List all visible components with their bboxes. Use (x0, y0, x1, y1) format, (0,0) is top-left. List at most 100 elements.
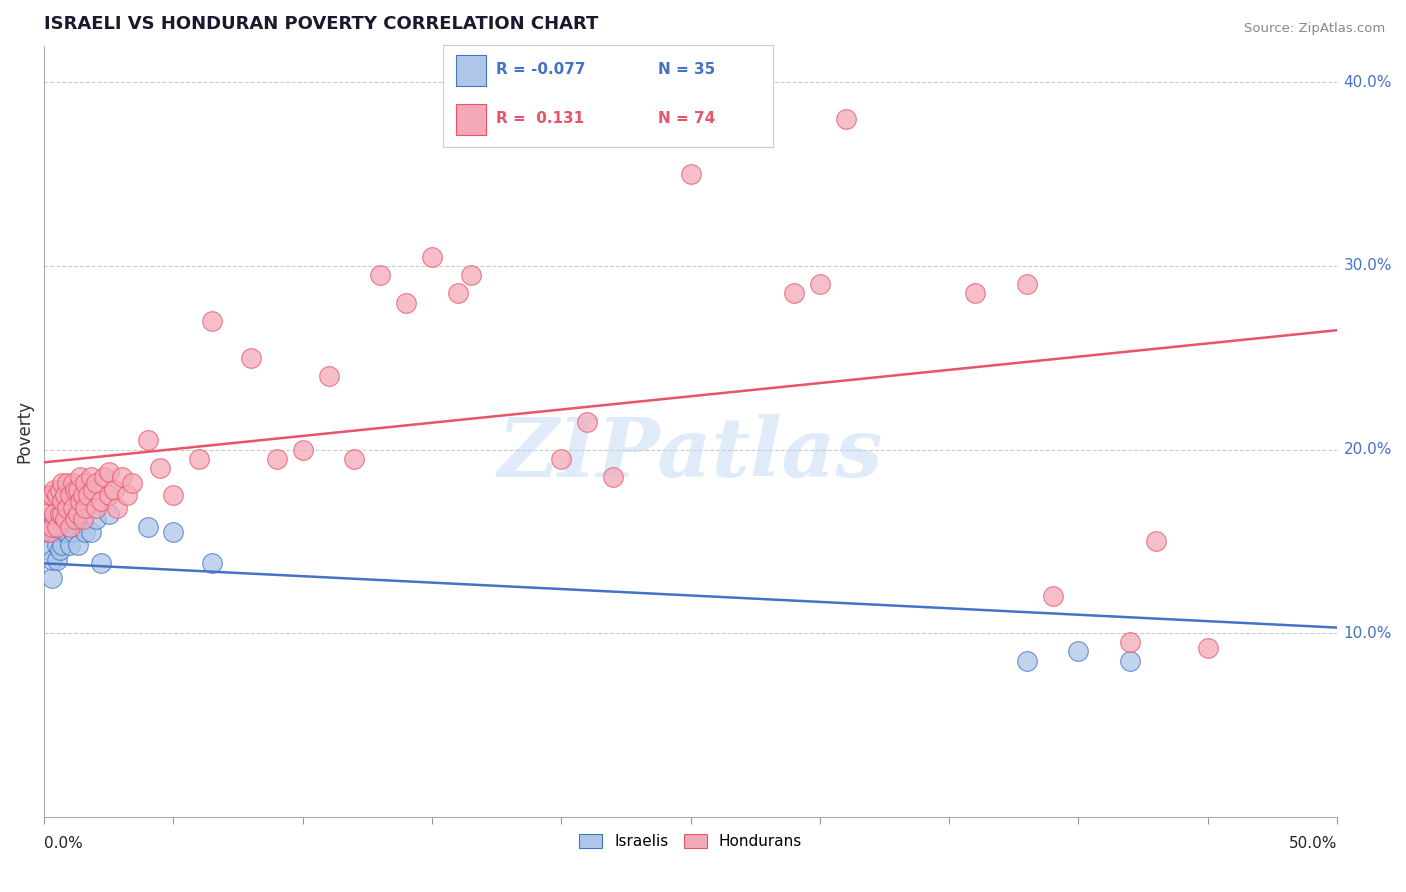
Point (51, 507, 73, 521)
Point (679, 167, 702, 181)
Text: 40.0%: 40.0% (1344, 75, 1392, 90)
Point (46, 552, 69, 566)
Point (41, 571, 63, 585)
Point (84, 501, 107, 516)
Point (72, 516, 94, 530)
Point (240, 351, 263, 365)
Point (97, 465, 120, 479)
Point (66, 538, 89, 552)
Point (38, 525, 60, 540)
Point (90, 557, 112, 571)
Point (318, 369, 340, 384)
Point (1015, 277, 1038, 292)
Point (51, 494, 73, 508)
Point (53, 512, 76, 526)
Point (48, 525, 70, 540)
Point (75, 525, 97, 540)
Point (835, 112, 858, 127)
Point (368, 268, 391, 282)
Point (136, 434, 159, 448)
Text: Source: ZipAtlas.com: Source: ZipAtlas.com (1244, 22, 1385, 36)
Point (963, 286, 986, 301)
Point (44, 512, 66, 526)
Point (56, 501, 79, 516)
Point (1067, 644, 1090, 658)
Text: ZIPatlas: ZIPatlas (498, 414, 883, 494)
Point (51, 538, 73, 552)
Point (44, 483, 66, 497)
Point (783, 286, 806, 301)
Point (1197, 640, 1219, 655)
Point (41, 552, 63, 566)
Point (44, 525, 66, 540)
Point (46, 519, 69, 533)
Point (84, 475, 107, 490)
Point (69, 470, 91, 484)
Point (93, 470, 115, 484)
Point (46, 516, 69, 530)
Point (111, 470, 134, 484)
Point (77, 488, 100, 502)
Point (103, 483, 125, 497)
Point (63, 512, 86, 526)
Text: 20.0%: 20.0% (1344, 442, 1392, 457)
Point (576, 415, 599, 429)
Text: ISRAELI VS HONDURAN POVERTY CORRELATION CHART: ISRAELI VS HONDURAN POVERTY CORRELATION … (44, 15, 599, 33)
Point (447, 286, 470, 301)
Point (72, 488, 94, 502)
Bar (456, 104, 486, 135)
Point (38, 488, 60, 502)
Point (75, 501, 97, 516)
Point (550, 451, 572, 466)
Point (38, 543, 60, 558)
Point (201, 557, 224, 571)
Point (343, 451, 366, 466)
Point (41, 488, 63, 502)
Point (48, 483, 70, 497)
Point (162, 525, 184, 540)
Point (115, 488, 138, 502)
Point (460, 268, 482, 282)
Point (105, 501, 128, 516)
Point (48, 543, 70, 558)
Point (59, 488, 82, 502)
Point (53, 525, 76, 540)
Point (420, 250, 443, 264)
Legend: Israelis, Hondurans: Israelis, Hondurans (572, 828, 808, 855)
Point (188, 451, 211, 466)
Point (48, 507, 70, 521)
Point (44, 507, 66, 521)
Point (62, 501, 84, 516)
Point (66, 483, 89, 497)
Text: R = -0.077: R = -0.077 (496, 62, 585, 78)
Point (79, 470, 101, 484)
Point (51, 475, 73, 490)
Point (59, 538, 82, 552)
Point (82, 483, 104, 497)
Point (162, 488, 184, 502)
Point (41, 525, 63, 540)
Bar (456, 55, 486, 86)
Point (266, 451, 288, 466)
Text: N = 35: N = 35 (658, 62, 714, 78)
Point (1042, 590, 1064, 604)
Point (62, 475, 84, 490)
Point (808, 277, 831, 292)
Point (56, 475, 79, 490)
Point (395, 295, 418, 310)
Point (602, 470, 624, 484)
Point (46, 538, 69, 552)
Point (1144, 534, 1167, 549)
Text: 50.0%: 50.0% (1289, 836, 1337, 851)
Point (97, 507, 120, 521)
Point (90, 494, 112, 508)
Point (72, 512, 94, 526)
Text: 0.0%: 0.0% (44, 836, 83, 851)
Point (97, 488, 120, 502)
Y-axis label: Poverty: Poverty (15, 400, 32, 463)
Point (62, 525, 84, 540)
Point (51, 516, 73, 530)
Point (136, 519, 159, 533)
Point (1015, 654, 1038, 668)
Point (149, 461, 172, 475)
